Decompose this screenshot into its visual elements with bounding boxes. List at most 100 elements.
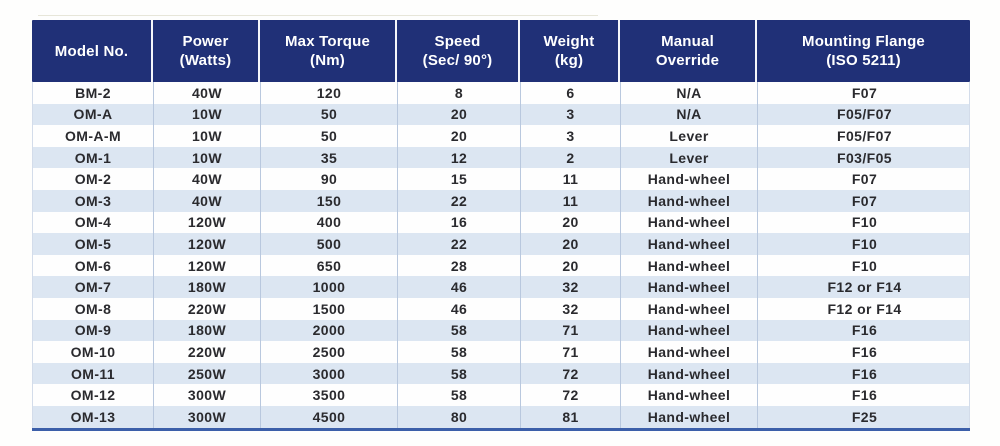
header-label-line1: Mounting Flange xyxy=(802,33,925,50)
cell-power: 40W xyxy=(154,168,261,190)
cell-model: OM-10 xyxy=(33,341,154,363)
cell-override: Lever xyxy=(621,146,758,169)
cell-flange: F12 or F14 xyxy=(827,300,902,317)
cell-weight: 11 xyxy=(521,189,621,212)
cell-weight: 2 xyxy=(521,146,621,169)
cell-power: 10W xyxy=(154,125,261,147)
table-row: OM-11 250W 3000 58 72 Hand-wheel F16 xyxy=(33,362,969,385)
cell-speed: 46 xyxy=(398,297,521,320)
cell-speed: 20 xyxy=(398,103,521,126)
cell-model: OM-4 xyxy=(33,211,154,234)
cell-weight: 20 xyxy=(521,254,621,277)
cell-power: 220W xyxy=(154,297,261,320)
cell-speed: 58 xyxy=(398,362,521,385)
cell-torque: 50 xyxy=(261,125,398,147)
cell-torque: 2000 xyxy=(261,319,398,342)
cell-power: 250W xyxy=(154,362,261,385)
cell-flange: F05/F07 xyxy=(837,106,892,123)
header-cell-flange: Mounting Flange (ISO 5211) xyxy=(757,20,970,82)
header-cell-speed: Speed (Sec/ 90°) xyxy=(397,20,520,82)
header-cell-torque: Max Torque (Nm) xyxy=(260,20,397,82)
cell-power: 180W xyxy=(154,276,261,298)
cell-flange: F16 xyxy=(851,343,878,360)
cell-model: OM-A xyxy=(33,103,154,126)
cell-weight: 32 xyxy=(521,297,621,320)
table-row: OM-3 40W 150 22 11 Hand-wheel F07 xyxy=(33,189,969,212)
cell-weight: 32 xyxy=(521,276,621,298)
cell-power: 180W xyxy=(154,319,261,342)
cell-torque: 3000 xyxy=(261,362,398,385)
header-label-line2: (Watts) xyxy=(179,52,232,69)
table-bottom-rule xyxy=(32,427,970,431)
cell-torque: 500 xyxy=(261,233,398,255)
cell-override: Hand-wheel xyxy=(621,189,758,212)
table-row: OM-2 40W 90 15 11 Hand-wheel F07 xyxy=(33,168,969,190)
cell-override: Lever xyxy=(621,125,758,147)
cell-speed: 16 xyxy=(398,211,521,234)
cell-override: Hand-wheel xyxy=(621,168,758,190)
cell-weight: 71 xyxy=(521,319,621,342)
cell-weight: 20 xyxy=(521,211,621,234)
cell-weight: 72 xyxy=(521,362,621,385)
cell-speed: 58 xyxy=(398,384,521,406)
cell-override: Hand-wheel xyxy=(621,297,758,320)
cell-model: OM-7 xyxy=(33,276,154,298)
table-row: OM-13 300W 4500 80 81 Hand-wheel F25 xyxy=(33,405,969,428)
cell-torque: 400 xyxy=(261,211,398,234)
table-row: OM-7 180W 1000 46 32 Hand-wheel F12 or F14 xyxy=(33,276,969,298)
cell-power: 300W xyxy=(154,405,261,428)
header-cell-override: Manual Override xyxy=(620,20,757,82)
cell-speed: 80 xyxy=(398,405,521,428)
cell-speed: 28 xyxy=(398,254,521,277)
cell-torque: 120 xyxy=(261,82,398,104)
cell-torque: 650 xyxy=(261,254,398,277)
table-row: OM-9 180W 2000 58 71 Hand-wheel F16 xyxy=(33,319,969,342)
cell-flange: F12 or F14 xyxy=(827,279,902,296)
table-row: OM-12 300W 3500 58 72 Hand-wheel F16 xyxy=(33,384,969,406)
header-label-line2: (ISO 5211) xyxy=(826,52,901,69)
cell-override: Hand-wheel xyxy=(621,362,758,385)
cell-model: OM-11 xyxy=(33,362,154,385)
cell-override: Hand-wheel xyxy=(621,211,758,234)
cell-speed: 22 xyxy=(398,189,521,212)
cell-override: N/A xyxy=(621,103,758,126)
cell-flange: F25 xyxy=(851,408,878,425)
cell-speed: 58 xyxy=(398,319,521,342)
cell-power: 10W xyxy=(154,146,261,169)
cell-power: 220W xyxy=(154,341,261,363)
header-cell-model: Model No. xyxy=(32,20,153,82)
cell-power: 120W xyxy=(154,211,261,234)
table-row: OM-4 120W 400 16 20 Hand-wheel F10 xyxy=(33,211,969,234)
table-row: OM-A-M 10W 50 20 3 Lever F05/F07 xyxy=(33,125,969,147)
cell-flange: F07 xyxy=(851,171,878,188)
cell-flange: F10 xyxy=(851,235,878,252)
cell-speed: 15 xyxy=(398,168,521,190)
cell-model: BM-2 xyxy=(33,82,154,104)
table-row: OM-6 120W 650 28 20 Hand-wheel F10 xyxy=(33,254,969,277)
header-label-line1: Weight xyxy=(543,33,595,50)
table-row: OM-8 220W 1500 46 32 Hand-wheel F12 or F14 xyxy=(33,297,969,320)
cell-power: 120W xyxy=(154,233,261,255)
cell-torque: 35 xyxy=(261,146,398,169)
cell-override: N/A xyxy=(621,82,758,104)
cell-override: Hand-wheel xyxy=(621,233,758,255)
cell-model: OM-5 xyxy=(33,233,154,255)
cell-torque: 90 xyxy=(261,168,398,190)
header-label-line1: Model No. xyxy=(54,42,129,60)
cell-flange: F05/F07 xyxy=(837,127,892,144)
cell-flange: F16 xyxy=(851,387,878,404)
cell-weight: 3 xyxy=(521,103,621,126)
cell-override: Hand-wheel xyxy=(621,341,758,363)
cell-flange: F07 xyxy=(851,192,878,209)
cell-torque: 50 xyxy=(261,103,398,126)
cell-model: OM-13 xyxy=(33,405,154,428)
cell-weight: 6 xyxy=(521,82,621,104)
header-cell-weight: Weight (kg) xyxy=(520,20,620,82)
cell-torque: 1500 xyxy=(261,297,398,320)
cell-override: Hand-wheel xyxy=(621,319,758,342)
cell-override: Hand-wheel xyxy=(621,405,758,428)
cell-model: OM-6 xyxy=(33,254,154,277)
header-label-line2: (Nm) xyxy=(310,52,345,69)
cell-speed: 46 xyxy=(398,276,521,298)
